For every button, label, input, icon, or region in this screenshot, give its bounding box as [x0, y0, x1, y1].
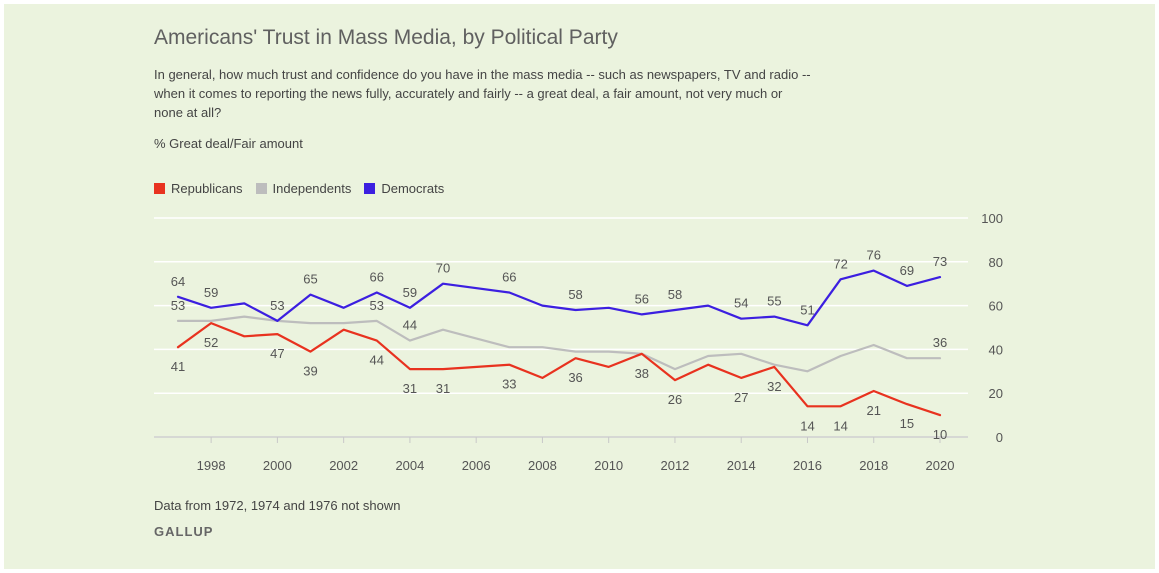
- legend-label-republicans: Republicans: [171, 181, 243, 196]
- legend-item-democrats: Democrats: [364, 181, 444, 196]
- legend-swatch-republicans: [154, 183, 165, 194]
- data-label-democrats-2018: 76: [867, 248, 881, 263]
- data-label-democrats-2016: 51: [800, 302, 814, 317]
- legend-swatch-democrats: [364, 183, 376, 194]
- series-line-independents: [176, 315, 942, 373]
- data-label-democrats-2009: 58: [568, 287, 582, 302]
- data-label-democrats-2000: 53: [270, 298, 284, 313]
- y-tick-label-20: 20: [989, 386, 1003, 401]
- data-label-republicans-2007: 33: [502, 377, 516, 392]
- x-tick-label-2000: 2000: [263, 458, 292, 473]
- y-tick-label-0: 0: [996, 430, 1003, 445]
- data-label-republicans-2012: 26: [668, 392, 682, 407]
- x-tick-label-2016: 2016: [793, 458, 822, 473]
- legend-item-independents: Independents: [255, 181, 352, 196]
- footnote: Data from 1972, 1974 and 1976 not shown: [154, 498, 401, 513]
- data-label-republicans-1997: 41: [171, 359, 185, 374]
- data-label-republicans-1998: 52: [204, 335, 218, 350]
- gallup-brand: GALLUP: [154, 524, 214, 539]
- data-label-democrats-2001: 65: [303, 272, 317, 287]
- x-tick-label-2004: 2004: [395, 458, 424, 473]
- x-tick-label-2012: 2012: [660, 458, 689, 473]
- data-label-republicans-2014: 27: [734, 390, 748, 405]
- data-label-republicans-2016: 14: [800, 418, 814, 433]
- chart-subtitle: In general, how much trust and confidenc…: [154, 67, 811, 120]
- y-tick-label-60: 60: [989, 299, 1003, 314]
- data-label-democrats-2005: 70: [436, 261, 450, 276]
- data-label-democrats-2020: 73: [933, 254, 947, 269]
- legend: Republicans Independents Democrats: [154, 181, 457, 196]
- data-label-republicans-2011: 38: [635, 366, 649, 381]
- chart-panel: [4, 4, 1155, 569]
- data-label-democrats-2011: 56: [635, 291, 649, 306]
- data-label-democrats-1998: 59: [204, 285, 218, 300]
- series-line-democrats: [176, 269, 942, 327]
- data-label-democrats-2012: 58: [668, 287, 682, 302]
- data-label-republicans-2004: 31: [403, 381, 417, 396]
- data-label-republicans-2018: 21: [867, 403, 881, 418]
- data-label-democrats-2003: 66: [370, 269, 384, 284]
- legend-item-republicans: Republicans: [154, 181, 243, 196]
- y-tick-label-40: 40: [989, 342, 1003, 357]
- data-label-democrats-2007: 66: [502, 269, 516, 284]
- x-tick-label-2002: 2002: [329, 458, 358, 473]
- legend-label-independents: Independents: [272, 181, 352, 196]
- x-tick-label-2014: 2014: [727, 458, 756, 473]
- data-label-republicans-2015: 32: [767, 379, 781, 394]
- chart-title: Americans' Trust in Mass Media, by Polit…: [154, 26, 618, 49]
- x-tick-label-2010: 2010: [594, 458, 623, 473]
- data-label-independents-2020: 36: [933, 335, 947, 350]
- data-label-democrats-2004: 59: [403, 285, 417, 300]
- data-label-democrats-2015: 55: [767, 294, 781, 309]
- x-tick-label-2020: 2020: [926, 458, 955, 473]
- y-tick-label-80: 80: [989, 255, 1003, 270]
- measure-label: % Great deal/Fair amount: [154, 136, 303, 151]
- data-label-republicans-2020: 10: [933, 427, 947, 442]
- data-label-republicans-2005: 31: [436, 381, 450, 396]
- data-label-republicans-2019: 15: [900, 416, 914, 431]
- data-label-independents-2004: 44: [403, 318, 417, 333]
- data-label-independents-1997: 53: [171, 298, 185, 313]
- series-line-republicans: [176, 322, 942, 417]
- data-label-democrats-2014: 54: [734, 296, 748, 311]
- x-tick-label-2006: 2006: [462, 458, 491, 473]
- x-tick-label-1998: 1998: [197, 458, 226, 473]
- data-label-republicans-2009: 36: [568, 370, 582, 385]
- data-label-republicans-2017: 14: [833, 418, 847, 433]
- data-label-republicans-2001: 39: [303, 364, 317, 379]
- data-label-republicans-2003: 44: [370, 353, 384, 368]
- x-tick-label-2008: 2008: [528, 458, 557, 473]
- legend-label-democrats: Democrats: [381, 181, 445, 196]
- legend-swatch-independents: [255, 183, 267, 194]
- y-tick-label-100: 100: [981, 211, 1003, 226]
- data-label-democrats-2017: 72: [833, 256, 847, 271]
- data-label-democrats-2019: 69: [900, 263, 914, 278]
- data-label-independents-2003: 53: [370, 298, 384, 313]
- x-tick-label-2018: 2018: [859, 458, 888, 473]
- data-label-republicans-2000: 47: [270, 346, 284, 361]
- data-label-democrats-1997: 64: [171, 274, 185, 289]
